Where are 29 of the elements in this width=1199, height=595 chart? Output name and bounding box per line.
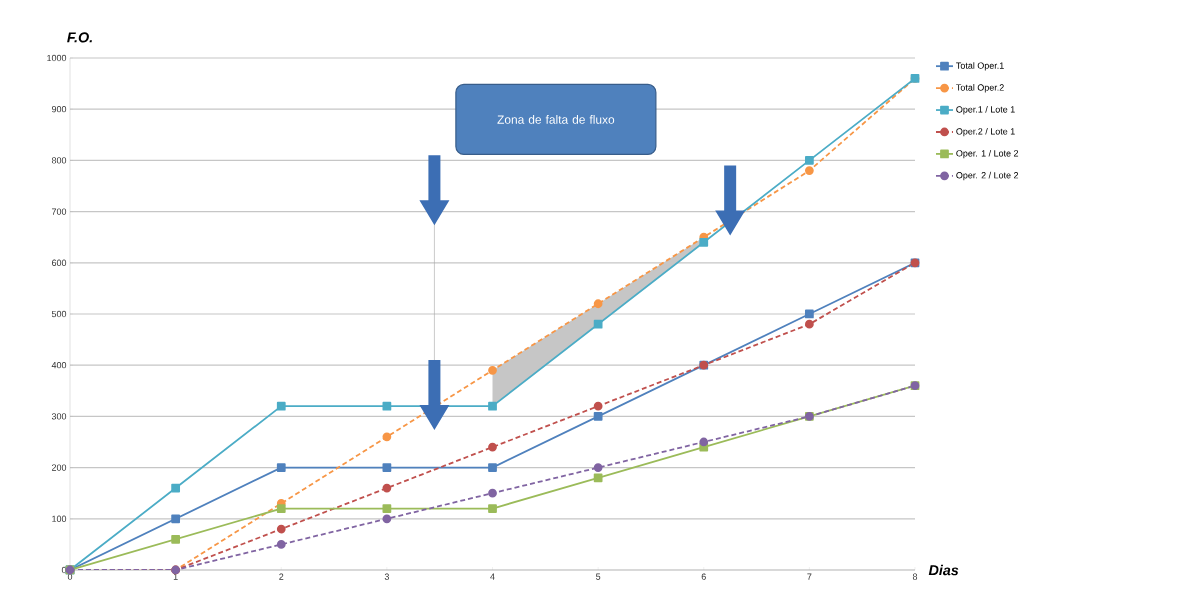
x-tick-label: 2 [279, 573, 284, 580]
legend-label: Oper. 2 / Lote 2 [956, 171, 1019, 181]
y-tick-label: 1000 [47, 54, 67, 62]
x-tick-label: 5 [596, 573, 601, 580]
y-tick-label: 700 [51, 208, 67, 215]
y-axis-title: F.O. [67, 32, 92, 43]
x-axis-title: Dias [928, 564, 959, 576]
y-tick-label: 0 [61, 566, 67, 574]
y-tick-label: 500 [51, 310, 67, 318]
y-tick-label: 300 [51, 413, 67, 420]
y-tick-label: 100 [52, 515, 67, 522]
x-tick-label: 3 [384, 573, 389, 580]
y-tick-label: 800 [51, 157, 67, 164]
legend-label: Oper.2 / Lote 1 [956, 127, 1015, 137]
annotation: Zona de falta de fluxo [497, 115, 615, 124]
x-tick-label: 8 [912, 573, 918, 580]
legend-label: Total Oper.1 [956, 62, 1004, 71]
x-tick-label: 7 [807, 573, 812, 580]
y-tick-label: 400 [51, 362, 67, 369]
x-tick-label: 4 [490, 573, 495, 580]
x-tick-label: 1 [173, 573, 178, 580]
x-tick-label: 0 [67, 573, 73, 580]
y-tick-label: 900 [51, 106, 67, 113]
x-tick-label: 6 [701, 573, 706, 580]
y-tick-label: 600 [51, 259, 67, 266]
legend-label: Oper.1 / Lote 1 [956, 106, 1015, 115]
legend-label: Total Oper.2 [956, 84, 1004, 93]
legend-label: Oper. 1 / Lote 2 [956, 149, 1019, 159]
y-tick-label: 200 [51, 464, 67, 471]
